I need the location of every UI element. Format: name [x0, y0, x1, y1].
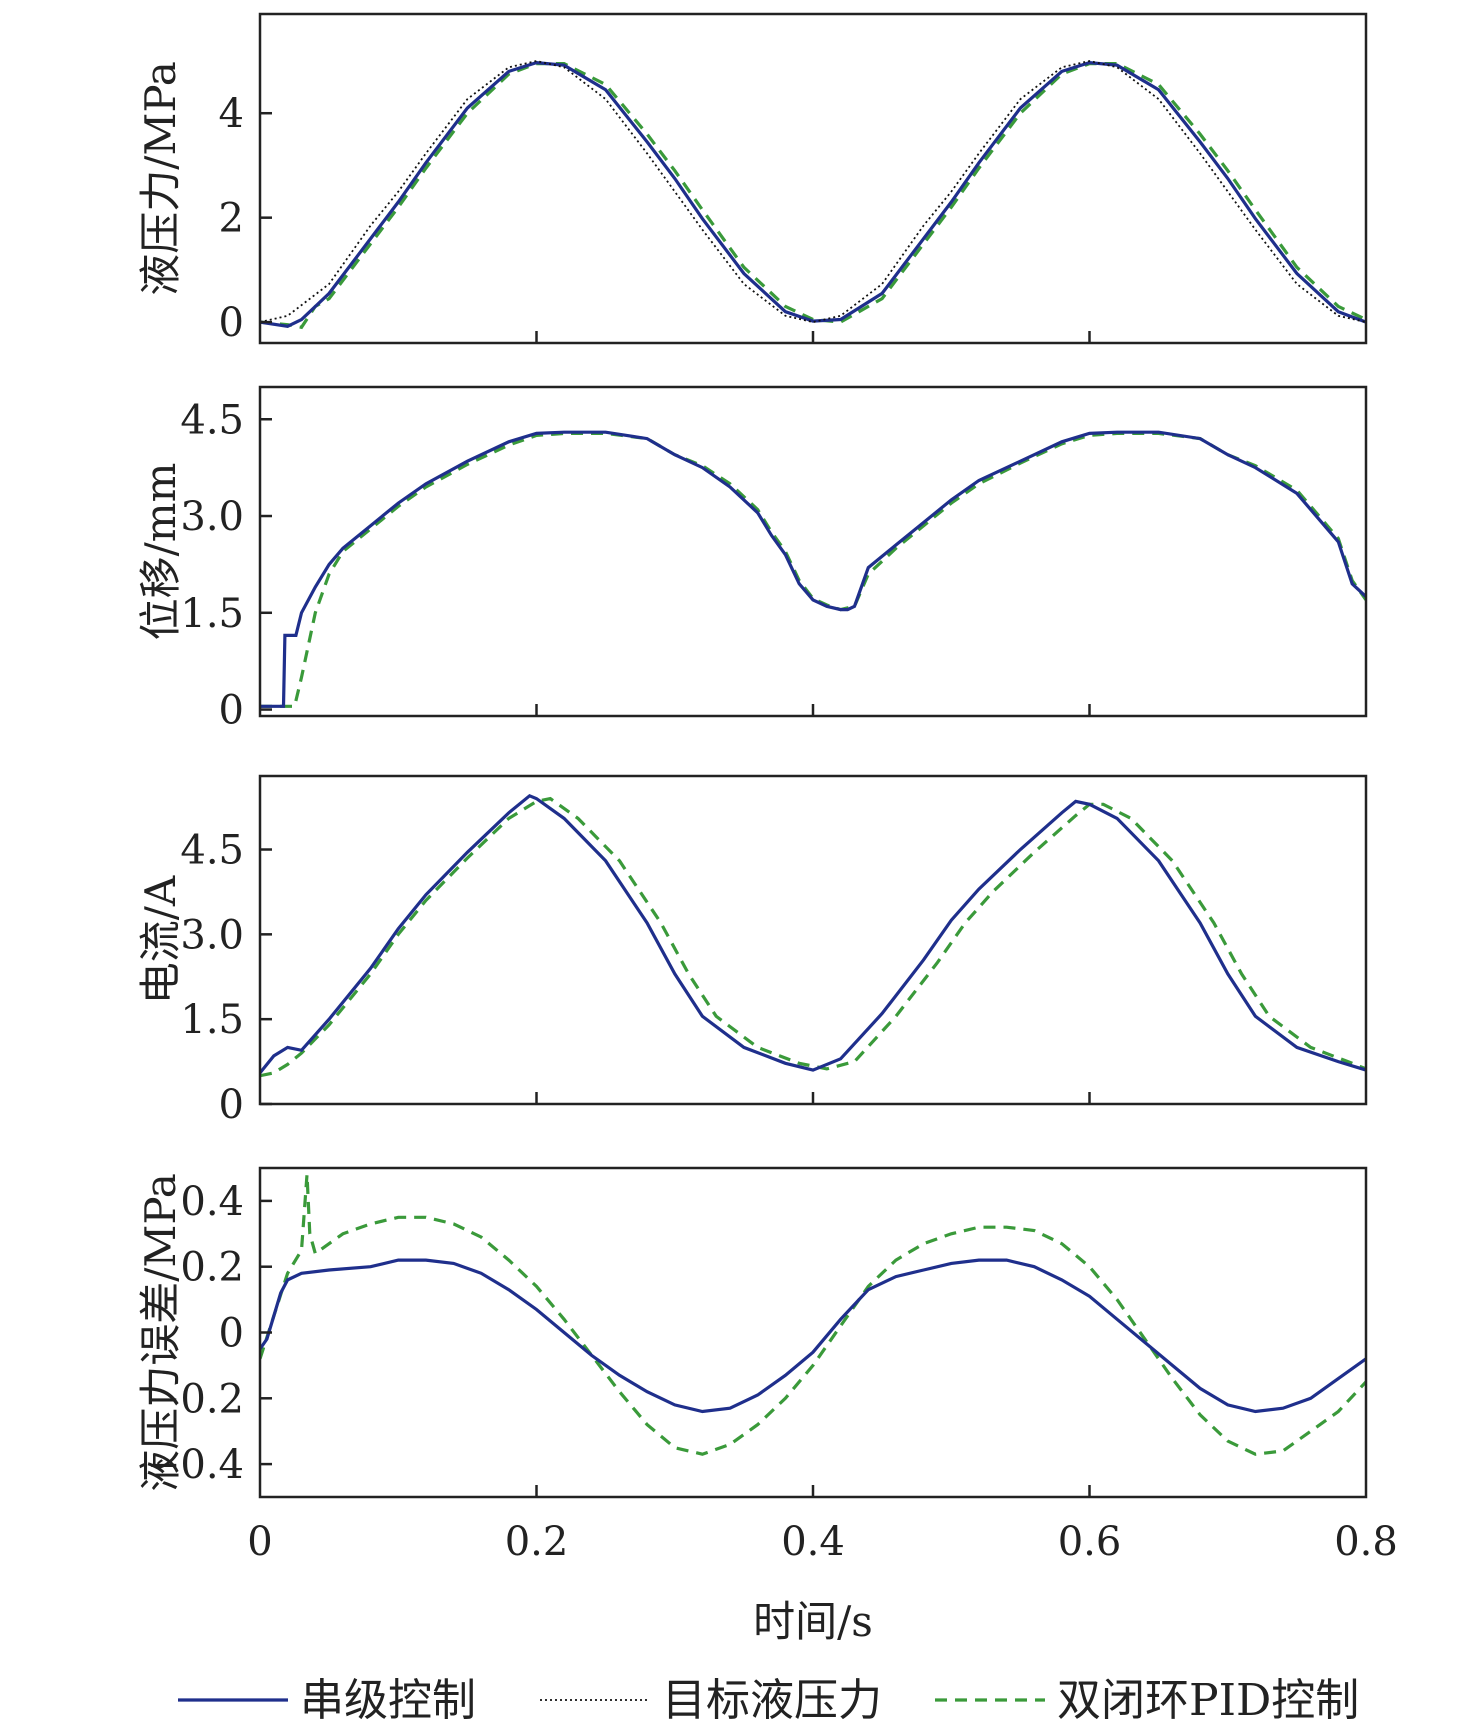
- panels: 024液压力/MPa01.53.04.5位移/mm01.53.04.5电流/A−…: [136, 12, 1368, 1499]
- series-pid-line: [260, 61, 1366, 330]
- y-axis-title: 位移/mm: [136, 463, 185, 641]
- x-tick-label: 0.4: [781, 1519, 845, 1565]
- y-tick-label: 4.5: [180, 397, 244, 443]
- legend-label-target: 目标液压力: [662, 1675, 882, 1726]
- y-tick-label: 1.5: [180, 997, 244, 1043]
- y-axis-title: 液压力误差/MPa: [136, 1173, 185, 1492]
- panel-1-frame: [258, 12, 1368, 345]
- y-tick-label: 0.4: [180, 1179, 244, 1225]
- y-tick-label: 0: [219, 688, 244, 734]
- series-pid-line: [260, 1174, 1366, 1456]
- x-axis-title: 时间/s: [753, 1597, 873, 1646]
- x-tick-label: 0.6: [1058, 1519, 1122, 1565]
- legend-item-target: 目标液压力: [540, 1675, 882, 1726]
- panel-4-series: [260, 1174, 1366, 1456]
- x-tick-label: 0.8: [1334, 1519, 1398, 1565]
- panel-1-series: [260, 60, 1366, 330]
- y-axis-title: 液压力/MPa: [136, 61, 185, 296]
- y-tick-label: 3.0: [180, 494, 244, 540]
- y-tick-label: 1.5: [180, 591, 244, 637]
- series-target-line: [260, 60, 1366, 324]
- legend-item-pid: 双闭环PID控制: [935, 1675, 1359, 1726]
- series-cascade-line: [260, 1258, 1366, 1414]
- x-axis: 0 0.2 0.4 0.6 0.8 时间/s: [247, 1519, 1398, 1646]
- legend-label-pid: 双闭环PID控制: [1057, 1675, 1359, 1726]
- panel-2-series: [260, 430, 1366, 708]
- panel-1: 0 2 4 液压力/MPa: [136, 12, 1368, 346]
- x-tick-label: 0.2: [505, 1519, 569, 1565]
- panel-2: 0 1.5 3.0 4.5 位移/mm: [136, 385, 1368, 734]
- y-tick-label: 4.5: [180, 828, 244, 874]
- series-pid-line: [260, 796, 1366, 1078]
- panel-3-series: [260, 793, 1366, 1078]
- y-tick-label: −0.2: [147, 1376, 244, 1422]
- legend-item-cascade: 串级控制: [178, 1675, 476, 1726]
- y-tick-label: 0: [219, 1082, 244, 1128]
- y-tick-label: 0: [219, 1311, 244, 1357]
- panel-2-frame: [258, 385, 1368, 718]
- y-tick-label: 0: [219, 300, 244, 346]
- y-tick-label: 4: [219, 91, 244, 137]
- y-axis-title: 电流/A: [136, 875, 185, 1004]
- panel-3: 0 1.5 3.0 4.5电流/A: [136, 774, 1368, 1128]
- y-tick-label: 2: [219, 196, 244, 242]
- series-cascade-line: [260, 793, 1366, 1074]
- legend: 串级控制 目标液压力 双闭环PID控制: [178, 1675, 1359, 1726]
- x-tick-label: 0: [247, 1519, 272, 1565]
- y-tick-label: 0.2: [180, 1245, 244, 1291]
- panel-3-frame: [258, 774, 1368, 1106]
- series-pid-line: [260, 431, 1366, 708]
- y-tick-label: 3.0: [180, 912, 244, 958]
- legend-label-cascade: 串级控制: [300, 1675, 476, 1726]
- series-cascade-line: [260, 60, 1366, 328]
- series-cascade-line: [260, 430, 1366, 708]
- y-tick-label: −0.4: [147, 1442, 244, 1488]
